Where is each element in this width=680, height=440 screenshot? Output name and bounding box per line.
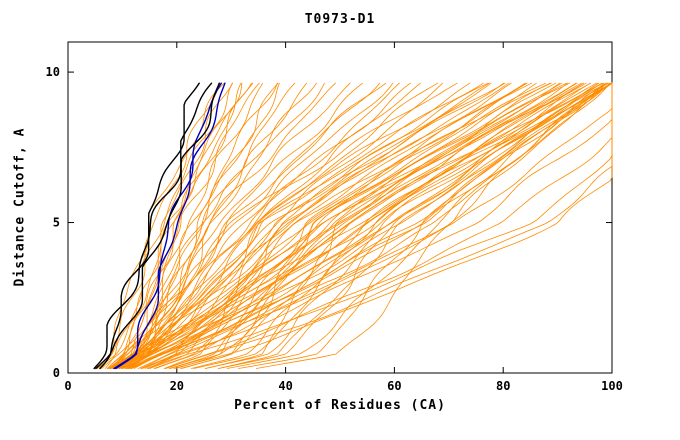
ensemble-curve [217, 82, 609, 369]
ensemble-curve [122, 82, 296, 369]
ensemble-curve [190, 82, 582, 369]
ensemble-curve [175, 82, 552, 369]
reference-curve [93, 82, 213, 370]
ensemble-curve [109, 82, 242, 369]
svg-text:5: 5 [53, 216, 60, 230]
ensemble-curve [218, 82, 600, 369]
svg-text:80: 80 [496, 379, 510, 393]
x-axis-label: Percent of Residues (CA) [234, 398, 446, 413]
ensemble-curve [107, 82, 260, 369]
ensemble-curve [130, 82, 612, 369]
ensemble-curve [181, 82, 578, 369]
ensemble-curve [127, 82, 567, 369]
ensemble-curve [99, 82, 221, 369]
ensemble-curve [140, 82, 613, 369]
svg-text:40: 40 [278, 379, 292, 393]
ensemble-curve [113, 82, 591, 369]
ensemble-curve [141, 82, 613, 369]
svg-text:0: 0 [53, 366, 60, 380]
ensemble-curve [118, 82, 387, 369]
svg-text:100: 100 [601, 379, 623, 393]
ensemble-curve [108, 82, 471, 369]
svg-text:20: 20 [170, 379, 184, 393]
reference [93, 82, 220, 370]
ensemble-curve [122, 82, 279, 369]
ensemble-curve [165, 82, 613, 369]
ensemble-curve [168, 82, 532, 369]
svg-text:0: 0 [64, 379, 71, 393]
ensemble-curve [111, 82, 577, 369]
reference-curve [99, 82, 200, 370]
ensemble-curve [113, 82, 254, 369]
ensemble-curve [169, 82, 561, 369]
ensemble-curve [147, 82, 484, 369]
ensemble-curve [126, 82, 587, 369]
ensemble-curve [119, 82, 489, 369]
ensemble-curve [109, 82, 411, 369]
ensemble-curve [179, 82, 527, 369]
ensemble-curve [110, 82, 380, 369]
ensemble-curve [226, 82, 607, 369]
ensemble-curve [116, 82, 551, 369]
ensemble-curve [131, 82, 597, 369]
reference-curve [95, 82, 220, 370]
highlight-curve [115, 82, 222, 370]
ensemble-curve [113, 82, 562, 369]
ensemble-curve [255, 82, 611, 369]
ensemble-curve [149, 82, 490, 369]
ensemble-curve [111, 82, 263, 369]
highlight-curve [113, 82, 226, 370]
ensemble-curve [129, 82, 317, 369]
ensemble-curve [111, 82, 512, 369]
chart-title: T0973-D1 [304, 12, 376, 27]
ensemble-curve [153, 82, 492, 369]
highlight [113, 82, 226, 370]
ensemble-curve [108, 82, 351, 369]
ensemble [96, 82, 613, 369]
svg-text:10: 10 [46, 65, 60, 79]
ensemble-curve [112, 82, 506, 369]
plot-frame [67, 41, 613, 374]
ensemble-curve [205, 82, 556, 369]
ensemble-curve [127, 82, 607, 369]
svg-text:60: 60 [387, 379, 401, 393]
axis-tick-labels: 0 20 40 60 80 100 0 5 10 [46, 65, 623, 393]
ensemble-curve [116, 82, 363, 369]
ensemble-curve [154, 82, 568, 369]
ensemble-curve [205, 82, 591, 369]
ensemble-curve [115, 82, 307, 369]
ensemble-curve [148, 82, 526, 369]
axis-ticks [67, 42, 613, 374]
